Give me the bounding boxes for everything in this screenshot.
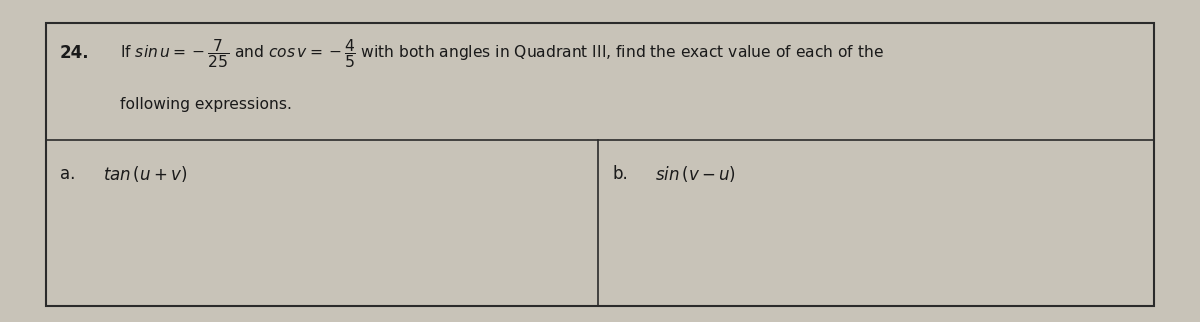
- Text: $\mathit{sin}\,(v - u)$: $\mathit{sin}\,(v - u)$: [655, 164, 736, 184]
- Text: following expressions.: following expressions.: [120, 97, 292, 112]
- Text: 24.: 24.: [60, 44, 90, 62]
- Text: b.: b.: [612, 165, 628, 183]
- Text: If $\mathit{sin}\,u = -\dfrac{7}{25}$ and $\mathit{cos}\,v = -\dfrac{4}{5}$ with: If $\mathit{sin}\,u = -\dfrac{7}{25}$ an…: [120, 37, 884, 70]
- Text: $\mathit{tan}\,(u + v)$: $\mathit{tan}\,(u + v)$: [103, 164, 187, 184]
- Bar: [46, 23, 1154, 306]
- Text: a.: a.: [60, 165, 76, 183]
